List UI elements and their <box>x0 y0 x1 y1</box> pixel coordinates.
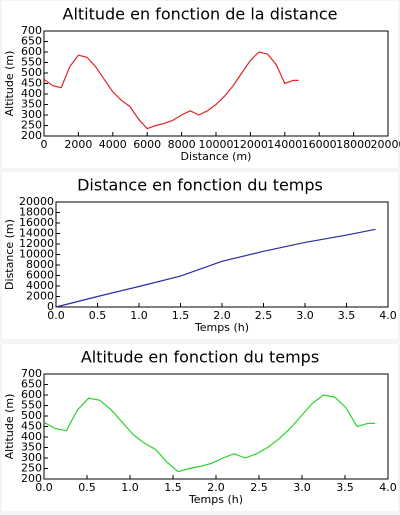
data-line <box>43 394 376 473</box>
x-tick-label: 1.0 <box>130 309 148 322</box>
x-tick-label: 1.0 <box>121 481 139 494</box>
y-tick-label: 550 <box>21 399 42 412</box>
x-tick-label: 8000 <box>168 138 196 151</box>
y-tick-label: 700 <box>21 367 42 380</box>
y-tick-label: 200 <box>21 472 42 485</box>
y-tick-label: 4000 <box>26 279 54 292</box>
x-tick-label: 12000 <box>233 138 268 151</box>
y-tick-label: 18000 <box>19 206 54 219</box>
y-tick-label: 400 <box>21 87 42 100</box>
y-tick-label: 10000 <box>19 248 54 261</box>
plot-area <box>55 201 389 308</box>
y-tick-label: 350 <box>21 441 42 454</box>
y-tick-label: 600 <box>21 45 42 58</box>
chart-title: Altitude en fonction de la distance <box>63 5 338 24</box>
x-axis-label: Temps (h) <box>194 321 249 334</box>
x-tick-label: 4000 <box>99 138 127 151</box>
chart-title: Altitude en fonction du temps <box>81 348 319 367</box>
x-tick-label: 2.0 <box>213 309 231 322</box>
x-tick-label: 0.0 <box>35 481 53 494</box>
chart-title: Distance en fonction du temps <box>77 176 323 195</box>
y-tick-label: 500 <box>21 409 42 422</box>
y-axis-label: Altitude (m) <box>3 394 16 460</box>
x-tick-label: 3.0 <box>296 309 314 322</box>
x-tick-label: 18000 <box>336 138 371 151</box>
plot-area <box>43 373 389 480</box>
y-tick-label: 300 <box>21 451 42 464</box>
y-tick-label: 600 <box>21 388 42 401</box>
y-tick-label: 16000 <box>19 216 54 229</box>
x-tick-label: 0.0 <box>47 309 65 322</box>
y-tick-label: 0 <box>47 300 54 313</box>
x-tick-label: 6000 <box>133 138 161 151</box>
x-tick-label: 3.0 <box>293 481 311 494</box>
y-axis-label: Altitude (m) <box>3 51 16 117</box>
y-tick-label: 450 <box>21 420 42 433</box>
x-tick-label: 3.5 <box>336 481 354 494</box>
x-axis-label: Distance (m) <box>181 150 252 163</box>
x-tick-label: 1.5 <box>172 309 190 322</box>
y-tick-label: 450 <box>21 77 42 90</box>
y-tick-label: 8000 <box>26 258 54 271</box>
y-tick-label: 350 <box>21 98 42 111</box>
y-tick-label: 650 <box>21 378 42 391</box>
y-axis-label: Distance (m) <box>3 219 16 290</box>
y-tick-label: 700 <box>21 24 42 37</box>
y-tick-label: 12000 <box>19 237 54 250</box>
y-tick-label: 250 <box>21 462 42 475</box>
data-line <box>55 228 376 308</box>
x-tick-label: 4.0 <box>379 481 397 494</box>
data-line <box>43 51 299 130</box>
y-tick-label: 200 <box>21 129 42 142</box>
y-tick-label: 400 <box>21 430 42 443</box>
x-tick-label: 10000 <box>199 138 234 151</box>
y-tick-label: 6000 <box>26 269 54 282</box>
y-tick-label: 300 <box>21 108 42 121</box>
y-tick-label: 14000 <box>19 227 54 240</box>
x-tick-label: 2.0 <box>207 481 225 494</box>
x-tick-label: 0.5 <box>89 309 107 322</box>
x-axis-label: Temps (h) <box>188 493 243 506</box>
x-tick-label: 3.5 <box>338 309 356 322</box>
y-tick-label: 500 <box>21 66 42 79</box>
plot-area <box>43 30 389 137</box>
y-tick-label: 250 <box>21 119 42 132</box>
y-tick-label: 550 <box>21 56 42 69</box>
x-tick-label: 2000 <box>64 138 92 151</box>
x-tick-label: 0 <box>41 138 48 151</box>
x-tick-label: 0.5 <box>78 481 96 494</box>
y-tick-label: 2000 <box>26 290 54 303</box>
x-tick-label: 2.5 <box>250 481 268 494</box>
y-tick-label: 650 <box>21 35 42 48</box>
x-tick-label: 2.5 <box>255 309 273 322</box>
y-tick-label: 20000 <box>19 195 54 208</box>
x-tick-label: 16000 <box>302 138 337 151</box>
x-tick-label: 20000 <box>371 138 400 151</box>
x-tick-label: 1.5 <box>164 481 182 494</box>
x-tick-label: 4.0 <box>379 309 397 322</box>
x-tick-label: 14000 <box>267 138 302 151</box>
